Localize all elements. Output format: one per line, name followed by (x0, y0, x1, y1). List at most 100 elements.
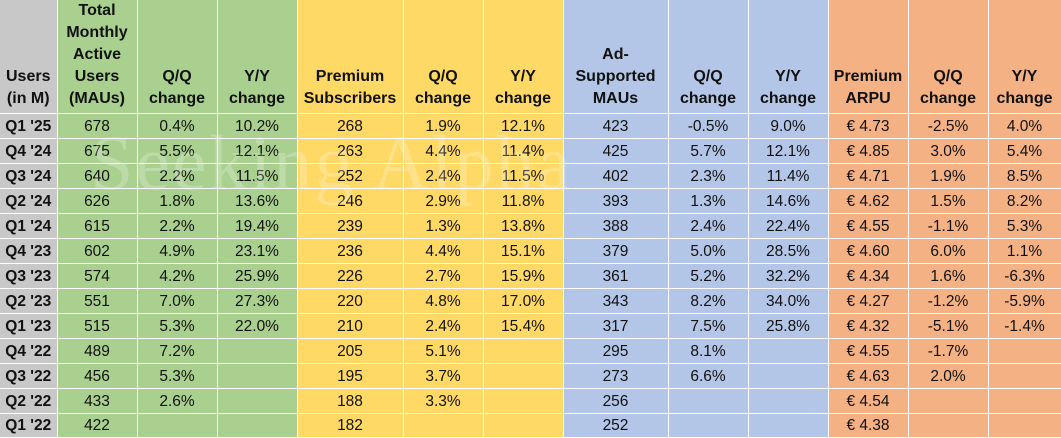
total-maus-cell: 489 (57, 338, 138, 364)
premium-subscribers-cell: 210 (297, 313, 404, 339)
table-row: Q3 '23 574 4.2% 25.9% 226 2.7% 15.9% 361 5.2% 32.… (0, 263, 1061, 289)
maus-yy-cell: 12.1% (217, 138, 298, 164)
ad-supported-maus-cell: 425 (563, 138, 669, 164)
header-users: Users (in M) (0, 0, 58, 114)
premium-yy-cell: 15.4% (483, 313, 564, 339)
premium-qq-cell: 2.7% (403, 263, 484, 289)
arpu-yy-cell (988, 338, 1061, 364)
header-premium-yy: Y/Y change (483, 0, 564, 114)
ad-qq-cell: 5.0% (668, 238, 749, 264)
total-maus-cell: 456 (57, 363, 138, 389)
maus-yy-cell (217, 363, 298, 389)
total-maus-cell: 433 (57, 388, 138, 414)
arpu-qq-cell: 6.0% (908, 238, 989, 264)
ad-yy-cell: 25.8% (748, 313, 829, 339)
maus-qq-cell: 7.2% (137, 338, 218, 364)
ad-qq-cell: 2.3% (668, 163, 749, 189)
premium-yy-cell: 11.8% (483, 188, 564, 214)
arpu-qq-cell (908, 388, 989, 414)
maus-yy-cell: 11.5% (217, 163, 298, 189)
row-label-cell: Q3 '22 (0, 363, 58, 389)
ad-yy-cell: 32.2% (748, 263, 829, 289)
ad-qq-cell: 7.5% (668, 313, 749, 339)
row-label-cell: Q1 '25 (0, 113, 58, 139)
ad-supported-maus-cell: 252 (563, 413, 669, 438)
arpu-yy-cell: -6.3% (988, 263, 1061, 289)
table-row: Q3 '24 640 2.2% 11.5% 252 2.4% 11.5% 402 2.3% 11.… (0, 163, 1061, 189)
ad-yy-cell: 9.0% (748, 113, 829, 139)
ad-yy-cell: 12.1% (748, 138, 829, 164)
row-label-cell: Q1 '24 (0, 213, 58, 239)
ad-yy-cell: 14.6% (748, 188, 829, 214)
arpu-qq-cell: -1.2% (908, 288, 989, 314)
arpu-yy-cell: 4.0% (988, 113, 1061, 139)
row-label-cell: Q4 '23 (0, 238, 58, 264)
total-maus-cell: 640 (57, 163, 138, 189)
premium-arpu-cell: € 4.38 (828, 413, 909, 438)
ad-supported-maus-cell: 273 (563, 363, 669, 389)
premium-qq-cell: 3.7% (403, 363, 484, 389)
maus-qq-cell: 2.2% (137, 163, 218, 189)
premium-yy-cell (483, 413, 564, 438)
total-maus-cell: 675 (57, 138, 138, 164)
arpu-yy-cell: -1.4% (988, 313, 1061, 339)
row-label-cell: Q1 '22 (0, 413, 58, 438)
premium-yy-cell: 15.9% (483, 263, 564, 289)
maus-qq-cell: 7.0% (137, 288, 218, 314)
premium-subscribers-cell: 195 (297, 363, 404, 389)
ad-yy-cell (748, 363, 829, 389)
row-label-cell: Q3 '24 (0, 163, 58, 189)
header-premium-subscribers: Premium Subscribers (297, 0, 404, 114)
premium-yy-cell: 11.4% (483, 138, 564, 164)
table-row: Q4 '22 489 7.2% 205 5.1% 295 8.1% € 4.55 -1.7% (0, 338, 1061, 364)
row-label-cell: Q2 '22 (0, 388, 58, 414)
header-arpu-qq: Q/Q change (908, 0, 989, 114)
premium-yy-cell (483, 338, 564, 364)
premium-qq-cell: 4.4% (403, 238, 484, 264)
header-arpu-yy: Y/Y change (988, 0, 1061, 114)
header-maus-qq: Q/Q change (137, 0, 218, 114)
header-ad-qq: Q/Q change (668, 0, 749, 114)
arpu-qq-cell: 1.6% (908, 263, 989, 289)
premium-yy-cell: 15.1% (483, 238, 564, 264)
total-maus-cell: 515 (57, 313, 138, 339)
premium-subscribers-cell: 263 (297, 138, 404, 164)
premium-qq-cell: 1.3% (403, 213, 484, 239)
ad-yy-cell: 28.5% (748, 238, 829, 264)
maus-qq-cell: 4.9% (137, 238, 218, 264)
total-maus-cell: 626 (57, 188, 138, 214)
ad-yy-cell (748, 388, 829, 414)
premium-arpu-cell: € 4.73 (828, 113, 909, 139)
ad-qq-cell: 8.2% (668, 288, 749, 314)
premium-qq-cell: 2.9% (403, 188, 484, 214)
arpu-qq-cell: 3.0% (908, 138, 989, 164)
total-maus-cell: 615 (57, 213, 138, 239)
table-body: Q1 '25 678 0.4% 10.2% 268 1.9% 12.1% 423 -0.5% 9.… (0, 113, 1061, 438)
maus-yy-cell: 25.9% (217, 263, 298, 289)
premium-arpu-cell: € 4.55 (828, 213, 909, 239)
table-row: Q1 '22 422 182 252 € 4.38 (0, 413, 1061, 438)
table-row: Q3 '22 456 5.3% 195 3.7% 273 6.6% € 4.63 2.0% (0, 363, 1061, 389)
table-row: Q4 '23 602 4.9% 23.1% 236 4.4% 15.1% 379 5.0% 28.… (0, 238, 1061, 264)
premium-arpu-cell: € 4.54 (828, 388, 909, 414)
ad-yy-cell: 34.0% (748, 288, 829, 314)
arpu-qq-cell (908, 413, 989, 438)
premium-arpu-cell: € 4.60 (828, 238, 909, 264)
maus-yy-cell (217, 338, 298, 364)
total-maus-cell: 422 (57, 413, 138, 438)
header-ad-yy: Y/Y change (748, 0, 829, 114)
maus-yy-cell: 22.0% (217, 313, 298, 339)
header-maus-yy: Y/Y change (217, 0, 298, 114)
total-maus-cell: 602 (57, 238, 138, 264)
premium-qq-cell: 1.9% (403, 113, 484, 139)
row-label-cell: Q4 '22 (0, 338, 58, 364)
maus-qq-cell: 0.4% (137, 113, 218, 139)
arpu-yy-cell: -5.9% (988, 288, 1061, 314)
ad-qq-cell: 5.2% (668, 263, 749, 289)
premium-yy-cell (483, 363, 564, 389)
premium-yy-cell: 12.1% (483, 113, 564, 139)
table-row: Q2 '22 433 2.6% 188 3.3% 256 € 4.54 (0, 388, 1061, 414)
premium-qq-cell: 3.3% (403, 388, 484, 414)
maus-qq-cell: 2.2% (137, 213, 218, 239)
table-row: Q1 '25 678 0.4% 10.2% 268 1.9% 12.1% 423 -0.5% 9.… (0, 113, 1061, 139)
